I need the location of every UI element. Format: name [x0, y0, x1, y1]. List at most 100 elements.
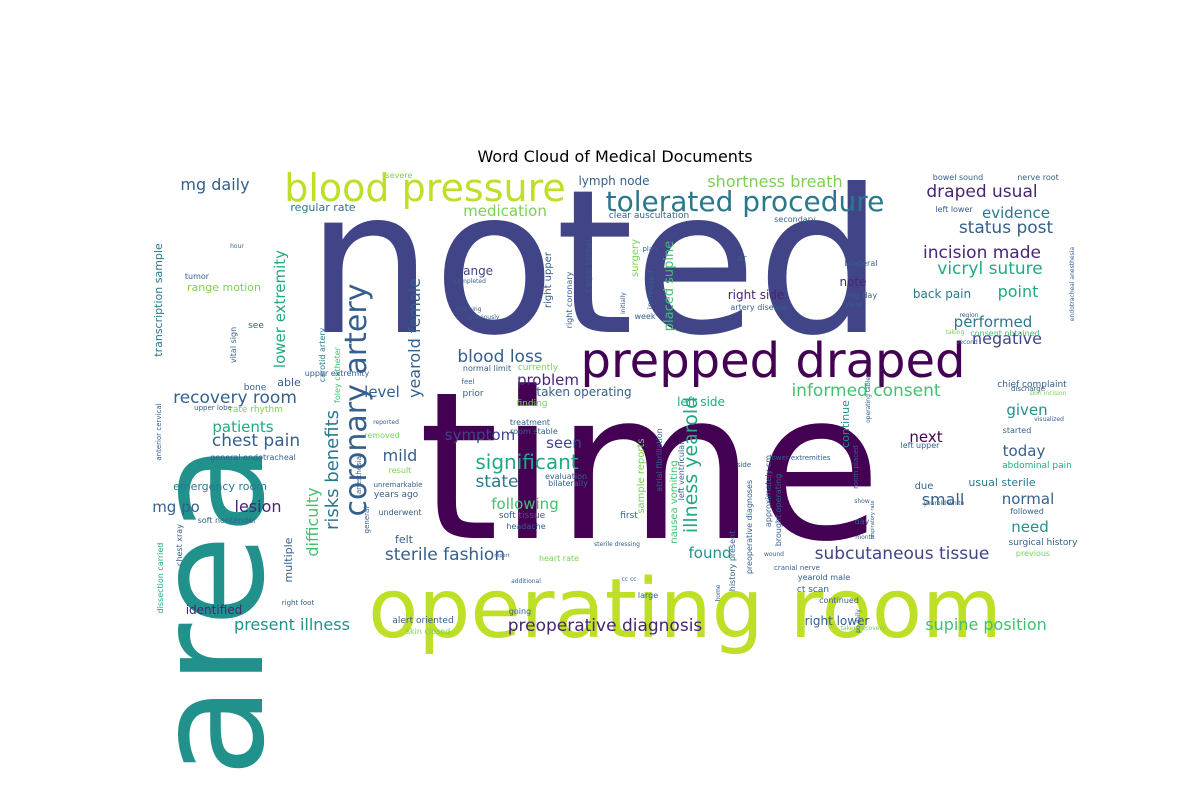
word-transcription-sample: transcription sample [152, 243, 165, 357]
word-lymph-node: lymph node [578, 174, 649, 188]
word-ct-scan: ct scan [797, 585, 829, 595]
word-heart-rate: heart rate [539, 554, 579, 563]
word-visualized: visualized [1034, 416, 1064, 423]
word-year: year [845, 300, 864, 309]
word-present-illness: present illness [234, 615, 350, 634]
word-show: show [854, 498, 870, 505]
word-currently: currently [518, 363, 559, 373]
word-finding: finding [516, 399, 547, 409]
word-plan: plan [642, 245, 657, 253]
word-felt: felt [395, 533, 414, 546]
word-incision-made: incision made [923, 243, 1041, 263]
word-chest-xray: chest xray [175, 524, 184, 566]
word-result: result [389, 466, 412, 475]
word-soft-nontender: soft nontender [198, 516, 258, 525]
word-lower-extremity: lower extremity [271, 250, 289, 368]
word-approximately-cm: approximately cm [764, 455, 773, 527]
word-followed: followed [1010, 507, 1044, 516]
word-treatment: treatment [510, 418, 550, 427]
word-prepped-draped: prepped draped [581, 333, 966, 389]
word-operating-table: operating table [865, 377, 872, 423]
word-right-lower: right lower [805, 614, 870, 628]
word-left-side: left side [677, 395, 725, 409]
word-small: small [922, 490, 965, 509]
word-region: region [960, 312, 979, 319]
word-note: note [839, 275, 866, 289]
word-illness-yearold: illness yearold [680, 397, 702, 533]
word-significant: significant [475, 450, 578, 474]
word-po-daily: po daily [855, 609, 862, 633]
word-back-pain: back pain [913, 287, 971, 301]
word-identified: identified [186, 603, 243, 617]
word-medication: medication [463, 202, 547, 220]
word-time: time [418, 349, 881, 587]
word-anterior-cervical: anterior cervical [155, 403, 163, 460]
word-cc-cc: cc cc [621, 576, 636, 583]
word-level: level [364, 383, 400, 401]
word-carotid-artery: carotid artery [318, 327, 327, 382]
word-nausea-vomiting: nausea vomiting [669, 460, 680, 543]
word-left-lower: left lower [935, 205, 973, 214]
word-evidence: evidence [982, 204, 1050, 222]
word-headache: headache [506, 522, 545, 531]
word-room-placed: room placed [852, 445, 860, 489]
word-tumor: tumor [185, 272, 210, 281]
word-soft-tissue: soft tissue [499, 511, 546, 521]
word-status-post: status post [959, 218, 1054, 238]
word-supine-position: supine position [925, 615, 1047, 634]
word-sterile-fashion: sterile fashion [385, 545, 505, 565]
word-normal: normal [1002, 490, 1055, 508]
word-dissection-carried: dissection carried [156, 543, 165, 614]
word-first: first [620, 511, 638, 521]
word-endotracheal-anesthesia: endotracheal anesthesia [1069, 247, 1076, 321]
word-started: started [1003, 426, 1032, 435]
chart-title: Word Cloud of Medical Documents [477, 147, 753, 166]
word-yearold-male: yearold male [798, 573, 850, 582]
word-brought-operating: brought operating [774, 474, 783, 547]
word-performed: performed [954, 313, 1033, 331]
word-chest-pain: chest pain [212, 431, 300, 451]
word-yearold-female: yearold female [405, 278, 424, 398]
word-right-foot: right foot [282, 599, 315, 607]
word-bone: bone [244, 383, 267, 393]
word-skin-incision: skin incision [1030, 390, 1067, 397]
word-symptom: symptom [445, 426, 516, 444]
word-mg-daily: mg daily [180, 175, 249, 194]
word-see: see [248, 321, 264, 331]
word-need: need [1011, 518, 1049, 536]
word-problem: problem [517, 371, 579, 389]
word-alert-oriented: alert oriented [392, 616, 453, 626]
word-yearold-white: yearold white [924, 500, 965, 507]
word-rate-rhythm: rate rhythm [229, 405, 283, 415]
word-subcutaneous-tissue: subcutaneous tissue [815, 544, 990, 564]
word-range-motion: range motion [187, 281, 261, 294]
word-severe: severe [386, 171, 413, 180]
word-years-ago: years ago [374, 490, 419, 500]
word-previous: previous [1016, 549, 1050, 558]
word-patients: patients [212, 418, 273, 436]
word-regular-rate: regular rate [290, 201, 355, 214]
word-placed-supine: placed supine [662, 241, 677, 331]
word-additional: additional [511, 578, 541, 585]
word-point: point [998, 282, 1039, 301]
word-lower-extremities: lower extremities [770, 454, 831, 462]
word-atrial-fibrillation: atrial fibrillation [655, 428, 664, 492]
word-report: report [494, 553, 509, 559]
word-general: general [363, 507, 371, 534]
word-negative: negative [972, 329, 1042, 348]
word-change: change [449, 264, 493, 278]
word-difficulty: difficulty [303, 487, 322, 556]
word-taken-recovery: taken recovery [841, 625, 886, 632]
word-room-stable: room stable [510, 427, 558, 436]
word-foley-catheter: foley catheter [333, 346, 342, 403]
word-side: side [737, 461, 751, 469]
word-mild: mild [383, 446, 418, 465]
word-general-endotracheal: general endotracheal [210, 453, 296, 462]
word-morning: morning [457, 306, 482, 313]
word-continue: continue [839, 400, 852, 448]
word-vital-sign: vital sign [229, 327, 238, 363]
word-blood-pressure: blood pressure [284, 166, 566, 210]
word-left-upper: left upper [901, 441, 941, 450]
word-prior: prior [462, 389, 483, 399]
word-multiple: multiple [282, 537, 295, 582]
